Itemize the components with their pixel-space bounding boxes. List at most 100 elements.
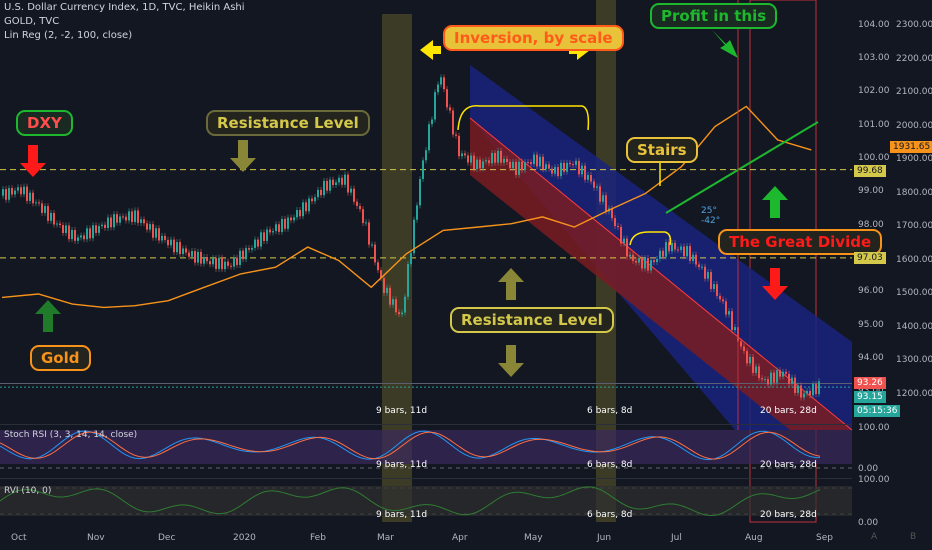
candle-body [71, 229, 73, 240]
candle-body [506, 158, 508, 163]
candle-body [308, 198, 310, 212]
candle-body [56, 223, 58, 225]
candle-body [236, 257, 238, 265]
month-tick: Mar [377, 533, 394, 543]
candle-body [668, 242, 670, 252]
scale-a-button[interactable]: A [871, 532, 878, 542]
candle-body [785, 371, 787, 374]
legend-gold: GOLD, TVC [4, 16, 60, 27]
gold-tick: 2200.00 [896, 53, 932, 64]
gold-price-line [1, 105, 812, 309]
candle-body [656, 258, 658, 263]
candle-body [311, 198, 313, 202]
candle-body [173, 239, 175, 253]
candle-body [185, 248, 187, 253]
candle-body [590, 175, 592, 182]
dxy-tick: 102.00 [858, 86, 890, 97]
scale-b-button[interactable]: B [910, 532, 917, 542]
candle-body [563, 162, 565, 172]
stoch-rsi-label: Stoch RSI (3, 3, 14, 14, close) [4, 430, 138, 440]
candle-body [704, 266, 706, 279]
candle-body [539, 156, 541, 167]
candles [2, 74, 820, 401]
candle-body [404, 296, 406, 313]
candle-body [560, 162, 562, 177]
stoch-axis-100: 100.00 [858, 423, 890, 433]
profit-callout: Profit in this [650, 3, 778, 29]
candle-body [743, 346, 745, 352]
candle-body [674, 242, 676, 250]
gold-tick: 1400.00 [896, 321, 932, 332]
annotations [20, 0, 819, 430]
candle-body [155, 228, 157, 238]
month-tick: Dec [158, 533, 176, 543]
candle-body [605, 195, 607, 212]
month-tick: 2020 [233, 533, 256, 543]
candle-body [356, 201, 358, 206]
candle-body [341, 177, 343, 185]
candle-body [647, 258, 649, 271]
candle-body [692, 254, 694, 261]
gold-tick: 2300.00 [896, 20, 932, 30]
candle-body [518, 161, 520, 175]
bars-label-c2: 20 bars, 28d [760, 460, 817, 470]
candle-body [212, 258, 214, 265]
stoch-k-line [0, 430, 821, 461]
linreg-tag: 93.26 [854, 377, 886, 389]
candle-body [698, 264, 700, 267]
candle-body [707, 272, 709, 279]
candle-body [2, 189, 4, 196]
candle-body [377, 262, 379, 271]
candle-body [815, 384, 817, 395]
candle-body [176, 242, 178, 253]
panel-divider-1 [0, 424, 852, 425]
resistance-down-arrow [230, 140, 256, 172]
candle-body [383, 278, 385, 293]
dxy-tick: 94.00 [858, 352, 884, 363]
candle-body [515, 161, 517, 175]
candle-body [47, 206, 49, 221]
rvi-axis-100: 100.00 [858, 475, 890, 485]
candle-body [611, 208, 613, 219]
candle-body [554, 167, 556, 174]
candle-body [332, 179, 334, 185]
candle-body [755, 366, 757, 373]
candle-body [59, 223, 61, 226]
candle-body [761, 378, 763, 380]
bars-label-c3: 20 bars, 28d [760, 510, 817, 520]
candle-body [125, 216, 127, 221]
candle-body [392, 299, 394, 305]
candle-body [527, 162, 529, 164]
candle-body [182, 248, 184, 255]
candle-body [290, 217, 292, 221]
candle-body [113, 214, 115, 228]
resistance-up-arrow [498, 268, 524, 300]
candle-body [509, 162, 511, 169]
candle-body [179, 242, 181, 255]
candle-body [140, 219, 142, 223]
candle-body [218, 257, 220, 269]
candle-body [77, 237, 79, 241]
candle-body [251, 247, 253, 250]
candle-body [131, 211, 133, 223]
candle-body [593, 181, 595, 188]
candle-body [98, 226, 100, 233]
oscillators [0, 424, 852, 517]
candle-body [221, 257, 223, 270]
candle-body [665, 242, 667, 257]
candle-body [323, 180, 325, 196]
candle-body [317, 189, 319, 198]
gold-callout: Gold [30, 345, 91, 371]
panel-divider-2 [0, 478, 852, 479]
candle-body [650, 260, 652, 271]
candle-body [53, 212, 55, 225]
candle-body [122, 216, 124, 218]
candle-body [374, 244, 376, 263]
candle-body [620, 226, 622, 244]
candle-body [464, 153, 466, 156]
candle-body [170, 239, 172, 246]
gold-tick: 2100.00 [896, 87, 932, 97]
candle-body [116, 214, 118, 223]
candle-body [725, 301, 727, 315]
inversion-callout: Inversion, by scale [443, 25, 624, 51]
